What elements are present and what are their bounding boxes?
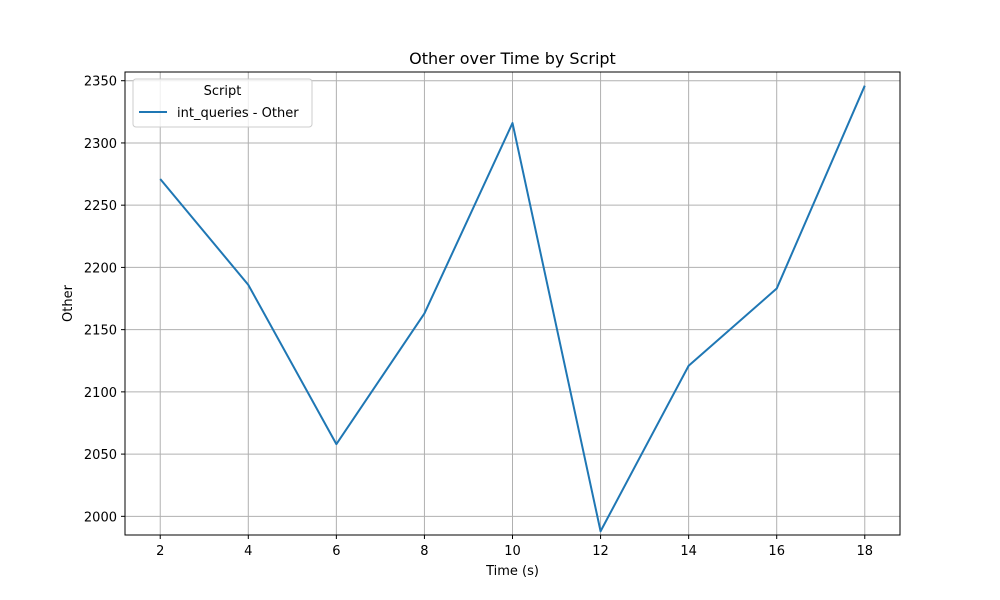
x-tick-label: 4 [244,544,252,559]
y-tick-label: 2350 [84,75,117,90]
legend-items: int_queries - Other [139,106,299,121]
series-layer [159,85,866,533]
y-tick-label: 2050 [84,448,117,463]
y-tick-label: 2300 [84,137,117,152]
series-line [159,85,866,533]
x-tick-label: 2 [156,544,164,559]
y-tick-label: 2150 [84,324,117,339]
y-tick-label: 2100 [84,386,117,401]
x-tick-label: 10 [504,544,521,559]
x-tick-label: 16 [768,544,785,559]
y-axis-label: Other [61,284,76,322]
legend-label: int_queries - Other [177,106,299,121]
x-tick-label: 12 [592,544,609,559]
x-tick-label: 6 [332,544,340,559]
y-tick-label: 2200 [84,261,117,276]
legend-box [132,78,313,128]
x-tick-label: 8 [420,544,428,559]
legend: Script int_queries - Other [132,78,313,128]
chart-title: Other over Time by Script [409,49,616,68]
y-tick-label: 2250 [84,199,117,214]
x-axis-ticks: 2 4 6 8 10 12 14 16 18 [156,535,873,559]
x-tick-label: 18 [856,544,873,559]
x-tick-label: 14 [680,544,697,559]
x-axis-label: Time (s) [485,564,539,579]
grid-layer [125,72,900,535]
y-axis-ticks: 2000 2050 2100 2150 2200 2250 2300 2350 [84,75,125,525]
y-tick-label: 2000 [84,510,117,525]
legend-title: Script [204,84,242,99]
